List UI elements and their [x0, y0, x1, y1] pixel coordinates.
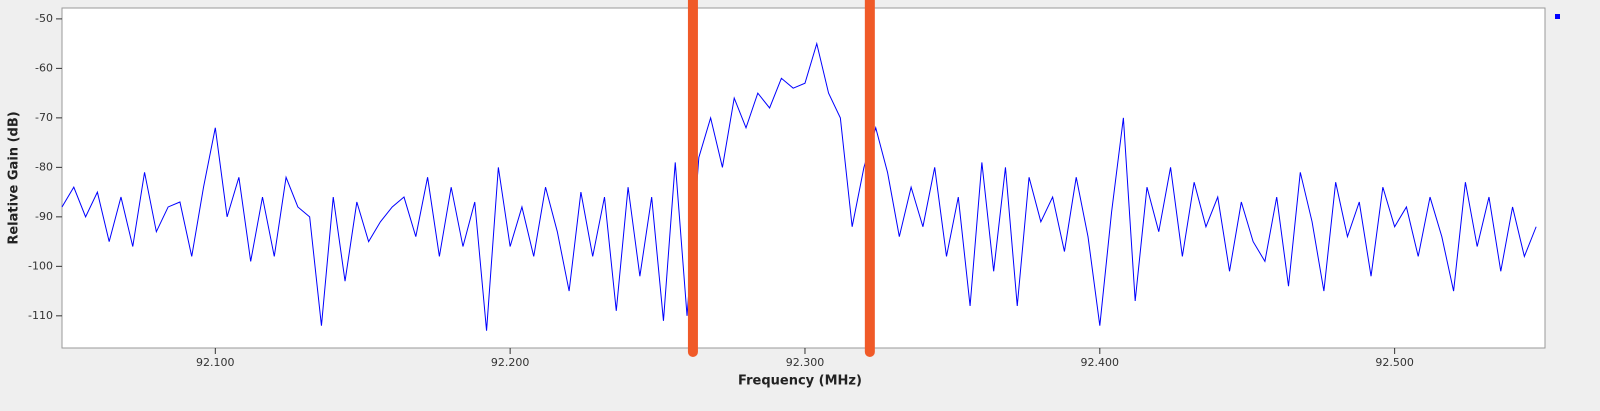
y-tick-label: -80	[35, 160, 53, 173]
y-tick-label: -90	[35, 210, 53, 223]
y-tick-label: -100	[28, 259, 53, 272]
y-tick-label: -60	[35, 61, 53, 74]
y-tick-label: -110	[28, 309, 53, 322]
y-tick-label: -50	[35, 12, 53, 25]
x-axis-title: Frequency (MHz)	[738, 374, 862, 389]
legend-swatch	[1555, 14, 1560, 19]
y-tick-label: -70	[35, 111, 53, 124]
x-tick-label: 92.100	[196, 356, 235, 369]
plot-area	[61, 7, 1546, 349]
x-tick-label: 92.200	[491, 356, 530, 369]
x-tick-label: 92.400	[1081, 356, 1120, 369]
spectrum-line	[61, 41, 1537, 331]
y-axis-title: Relative Gain (dB)	[7, 111, 22, 244]
x-tick-label: 92.500	[1375, 356, 1414, 369]
x-tick-label: 92.300	[786, 356, 825, 369]
